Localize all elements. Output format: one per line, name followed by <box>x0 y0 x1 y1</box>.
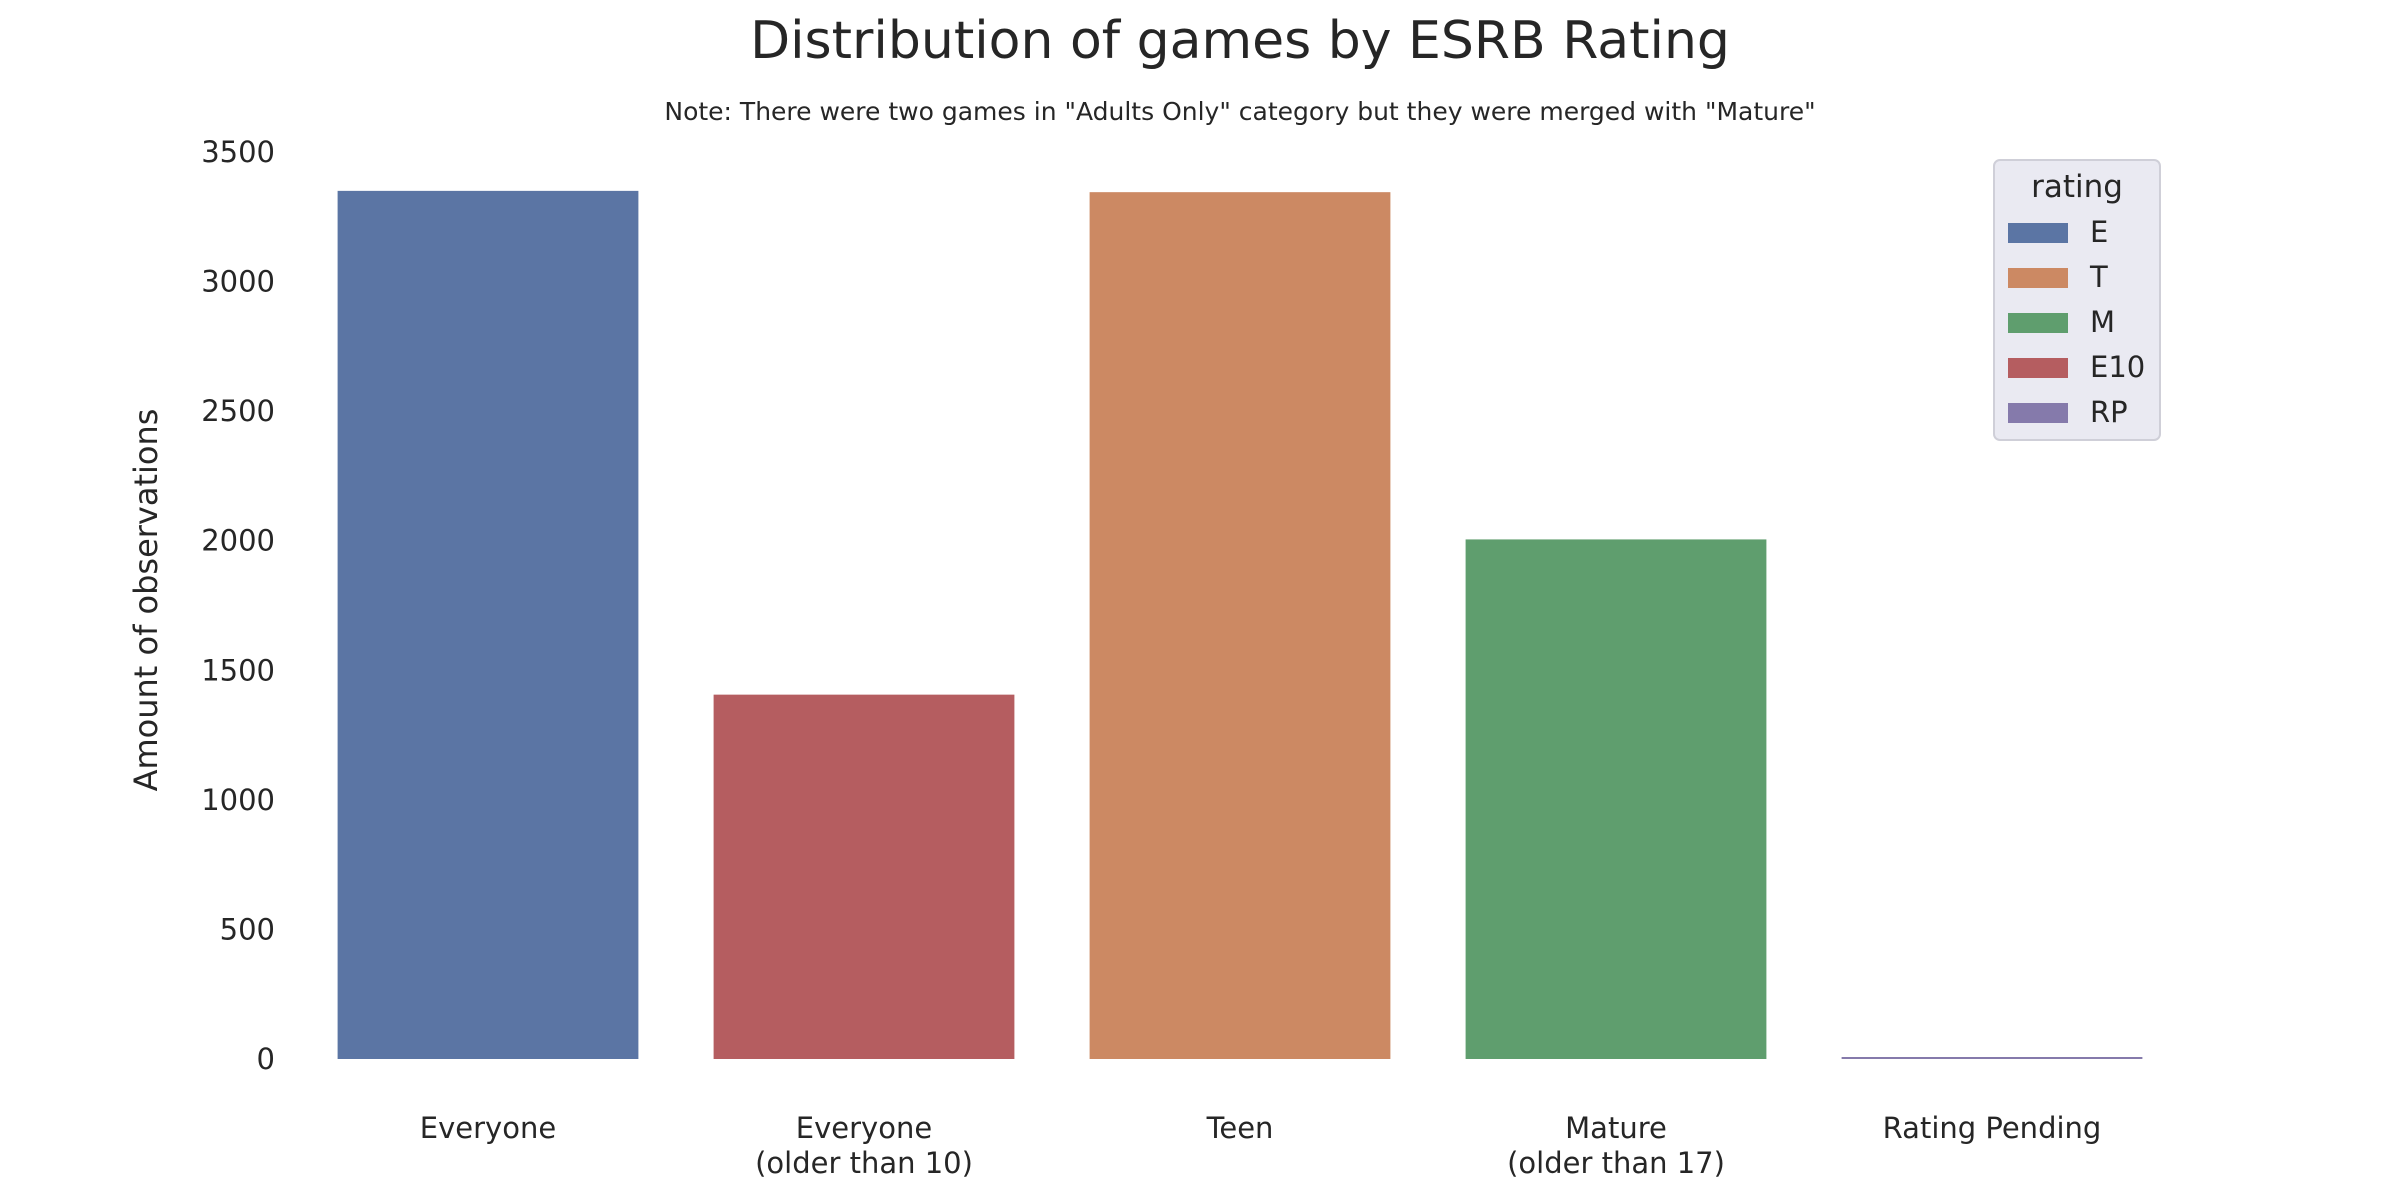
legend-title: rating <box>2031 169 2123 205</box>
y-tick-label: 2500 <box>201 394 275 428</box>
legend: rating ETM E10 RP <box>1993 159 2161 441</box>
chart-subtitle: Note: There were two games in "Adults On… <box>664 97 1815 126</box>
x-tick-label: Rating Pending <box>1883 1111 2102 1145</box>
y-axis-ticks: 0 500 1000 1500 2000 2500 3000 3500 <box>201 135 275 1076</box>
legend-swatch-t <box>2008 268 2068 288</box>
bar-e <box>337 190 639 1059</box>
legend-label-rp: RP <box>2090 395 2128 429</box>
chart-title: Distribution of games by ESRB Rating <box>750 11 1730 71</box>
legend-swatch-e10 <box>2008 358 2068 378</box>
legend-label-t: T <box>2089 260 2108 294</box>
x-tick-label: Everyone (older than 10) <box>755 1111 973 1180</box>
x-tick-label: Teen <box>1206 1111 1274 1145</box>
legend-label-e10: E10 <box>2090 350 2145 384</box>
bar-rp <box>1841 1057 2143 1059</box>
bar-t <box>1089 192 1391 1060</box>
legend-swatch-e <box>2008 223 2068 243</box>
bar-m <box>1465 539 1767 1059</box>
y-axis-label: Amount of observations <box>127 409 165 792</box>
legend-swatch-m <box>2008 313 2068 333</box>
y-tick-label: 3000 <box>201 265 275 299</box>
y-tick-label: 2000 <box>201 524 275 558</box>
bars <box>337 190 2143 1060</box>
y-tick-label: 1000 <box>201 783 275 817</box>
y-tick-label: 500 <box>220 912 275 946</box>
legend-swatch-rp <box>2008 403 2068 423</box>
x-axis-ticks: Everyone Everyone (older than 10) Teen Matur… <box>420 1111 2102 1180</box>
legend-label-e: E <box>2090 215 2108 249</box>
y-tick-label: 3500 <box>201 135 275 169</box>
x-tick-label: Mature (older than 17) <box>1507 1111 1725 1180</box>
y-tick-label: 1500 <box>201 653 275 687</box>
bar-e10 <box>713 694 1015 1059</box>
x-tick-label: Everyone <box>420 1111 556 1145</box>
legend-label-m: M <box>2090 305 2115 339</box>
y-tick-label: 0 <box>257 1042 275 1076</box>
